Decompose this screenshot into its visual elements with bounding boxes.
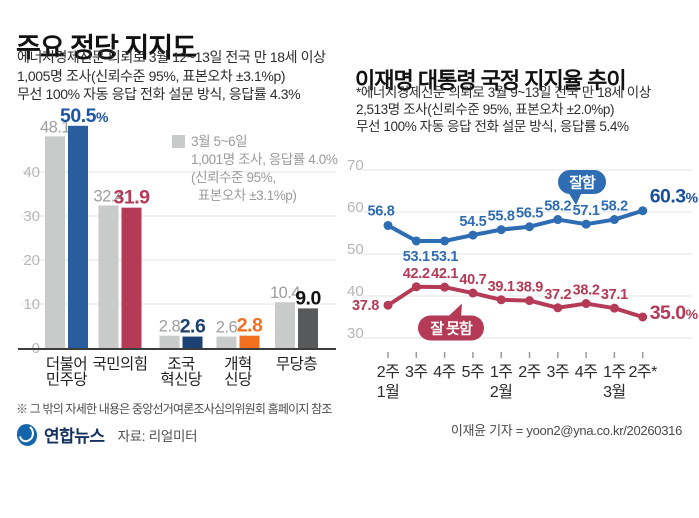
svg-text:신당: 신당	[224, 371, 252, 389]
subtitle-line: 2,513명 조사(신뢰수준 95%, 표본오차 ±2.0%p)	[356, 102, 615, 117]
legend-swatch	[172, 135, 185, 148]
svg-text:58.2: 58.2	[601, 199, 628, 215]
yonhap-logo-icon	[16, 423, 38, 446]
right-chart-subtitle: *에너지경제신문 의뢰로 3월 9~13일 전국 만 18세 이상 2,513명…	[356, 84, 651, 135]
svg-text:4주: 4주	[575, 364, 598, 381]
svg-text:1월: 1월	[377, 383, 400, 401]
svg-text:국민의힘: 국민의힘	[92, 355, 147, 373]
svg-text:3주: 3주	[405, 364, 428, 381]
svg-text:57.1: 57.1	[573, 203, 600, 219]
svg-text:42.1: 42.1	[431, 266, 458, 282]
svg-text:30: 30	[347, 325, 364, 342]
legend-line: (신뢰수준 95%,	[191, 170, 276, 185]
svg-text:40: 40	[347, 283, 364, 300]
svg-text:조국: 조국	[167, 356, 195, 373]
svg-text:20: 20	[23, 252, 40, 269]
right-chart-title: 이재명 대통령 국정 지지율 추이	[355, 67, 627, 93]
svg-text:1주: 1주	[603, 364, 626, 381]
svg-text:48.1: 48.1	[40, 118, 70, 136]
legend-line: 표본오차 ±3.1%p)	[191, 188, 297, 203]
svg-text:56.5: 56.5	[516, 206, 543, 222]
svg-text:2월: 2월	[490, 383, 513, 401]
svg-text:2.8: 2.8	[159, 318, 181, 336]
svg-text:혁신당: 혁신당	[160, 371, 202, 389]
subtitle-line: 에너지경제신문 의뢰로 3월 12~13일 전국 만 18세 이상	[17, 49, 326, 65]
svg-text:56.8: 56.8	[367, 203, 394, 219]
legend-line: 3월 5~6일	[191, 134, 248, 149]
svg-text:4주: 4주	[433, 364, 456, 381]
svg-text:38.9: 38.9	[516, 280, 543, 296]
svg-text:3주: 3주	[546, 364, 569, 381]
svg-text:3월: 3월	[603, 383, 626, 401]
svg-text:2.6: 2.6	[216, 319, 238, 337]
svg-text:42.2: 42.2	[403, 266, 430, 282]
svg-text:40: 40	[23, 164, 40, 181]
svg-text:32.4: 32.4	[93, 187, 123, 205]
svg-text:2주*: 2주*	[629, 364, 658, 381]
svg-text:30: 30	[23, 208, 40, 225]
svg-text:40.7: 40.7	[459, 272, 486, 288]
svg-text:37.1: 37.1	[601, 287, 628, 303]
subtitle-line: 무선 100% 자동 응답 전화 설문 방식, 응답률 5.4%	[356, 119, 629, 134]
svg-text:70: 70	[347, 157, 364, 174]
yonhap-logo-text: 연합뉴스	[44, 427, 105, 446]
svg-text:31.9: 31.9	[114, 187, 151, 209]
party-support-bar-chart: 01020304048.132.42.82.610.450.5%31.92.62…	[18, 105, 336, 389]
svg-text:잘함: 잘함	[569, 174, 596, 192]
svg-text:10: 10	[23, 296, 40, 313]
svg-text:10.4: 10.4	[270, 284, 300, 302]
svg-text:60.3%: 60.3%	[650, 186, 699, 208]
svg-text:60: 60	[347, 199, 364, 216]
svg-text:37.8: 37.8	[352, 298, 379, 314]
svg-text:2주: 2주	[518, 364, 541, 381]
svg-text:무당층: 무당층	[276, 355, 318, 373]
svg-text:37.2: 37.2	[544, 287, 571, 303]
yonhap-logo: 연합뉴스 자료: 리얼미터	[15, 422, 197, 447]
svg-text:58.2: 58.2	[544, 199, 571, 215]
svg-text:35.0%: 35.0%	[650, 302, 699, 324]
svg-text:2.8: 2.8	[237, 315, 263, 337]
svg-text:개혁: 개혁	[224, 355, 252, 373]
reporter-credit: 이재윤 기자 = yoon2@yna.co.kr/20260316	[450, 423, 682, 438]
left-chart-subtitle: 에너지경제신문 의뢰로 3월 12~13일 전국 만 18세 이상 1,005명…	[17, 48, 326, 104]
svg-text:더불어: 더불어	[46, 355, 87, 373]
svg-text:55.8: 55.8	[488, 209, 515, 225]
subtitle-line: 무선 100% 자동 응답 전화 설문 방식, 응답률 4.3%	[17, 86, 301, 102]
svg-text:39.1: 39.1	[488, 279, 515, 295]
left-chart-title: 주요 정당 지지도	[16, 33, 197, 64]
svg-text:9.0: 9.0	[295, 287, 321, 309]
svg-text:2.6: 2.6	[180, 316, 206, 338]
svg-text:50: 50	[347, 241, 364, 258]
svg-text:53.1: 53.1	[431, 249, 458, 265]
svg-text:2주: 2주	[377, 364, 400, 381]
footnote: ※ 그 밖의 자세한 내용은 중앙선거여론조사심의위원회 홈페이지 참조	[16, 402, 332, 416]
data-source: 자료: 리얼미터	[117, 428, 198, 444]
svg-text:민주당: 민주당	[46, 371, 88, 389]
svg-text:38.2: 38.2	[573, 283, 600, 299]
svg-text:53.1: 53.1	[403, 249, 430, 265]
svg-text:54.5: 54.5	[459, 214, 486, 230]
svg-text:잘 못함: 잘 못함	[430, 320, 473, 338]
svg-text:5주: 5주	[462, 364, 485, 381]
legend-line: 1,001명 조사, 응답률 4.0%	[191, 152, 338, 167]
subtitle-line: 1,005명 조사(신뢰수준 95%, 표본오차 ±3.1%p)	[17, 67, 286, 84]
bar-chart-legend: 3월 5~6일 1,001명 조사, 응답률 4.0% (신뢰수준 95%, 표…	[172, 133, 338, 205]
subtitle-line: *에너지경제신문 의뢰로 3월 9~13일 전국 만 18세 이상	[356, 85, 651, 100]
svg-text:50.5%: 50.5%	[60, 105, 109, 127]
svg-text:1주: 1주	[490, 364, 513, 381]
